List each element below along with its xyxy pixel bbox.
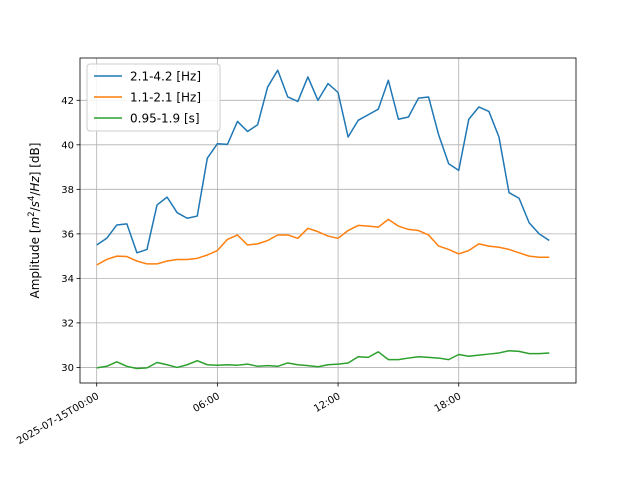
series-line-0 [96,69,550,254]
y-label-part: s [28,201,42,207]
x-tick-label: 12:00 [312,391,342,415]
y-label-part: ] [dB] [28,143,42,177]
series-line-2 [96,349,550,370]
y-tick-label: 36 [61,229,74,240]
y-label-part: 4 [27,196,37,201]
y-tick-label: 38 [61,185,74,196]
y-tick-label: 30 [61,363,74,374]
series-line-1 [96,218,550,266]
legend: 2.1-4.2 [Hz] 1.1-2.1 [Hz] 0.95-1.9 [s] [86,63,221,132]
y-tick-label: 32 [61,318,74,329]
y-tick-label: 34 [61,274,74,285]
series-group [96,69,550,370]
y-label-part: / [28,191,42,196]
y-label-part: 2 [27,211,37,216]
x-tick-label: 18:00 [433,391,463,415]
y-label-part: / [28,206,42,211]
y-label-part: Hz [28,176,42,192]
x-axis: 2025-07-15T00:00 06:00 12:00 18:00 [15,383,463,447]
y-label-part: m [28,217,42,229]
x-tick-label: 2025-07-15T00:00 [15,391,101,447]
legend-label-0: 2.1-4.2 [Hz] [130,70,201,84]
y-axis-label: Amplitude [m2/s4/Hz] [dB] [27,143,42,299]
legend-label-2: 0.95-1.9 [s] [130,112,200,126]
x-tick-label: 06:00 [191,391,221,415]
legend-box [86,63,221,132]
legend-label-1: 1.1-2.1 [Hz] [130,91,201,105]
y-label-part: Amplitude [ [28,228,42,298]
y-axis: 30 32 34 36 38 40 42 [61,96,80,374]
plot-frame [79,57,577,384]
y-tick-label: 42 [61,96,74,107]
y-tick-label: 40 [61,140,74,151]
